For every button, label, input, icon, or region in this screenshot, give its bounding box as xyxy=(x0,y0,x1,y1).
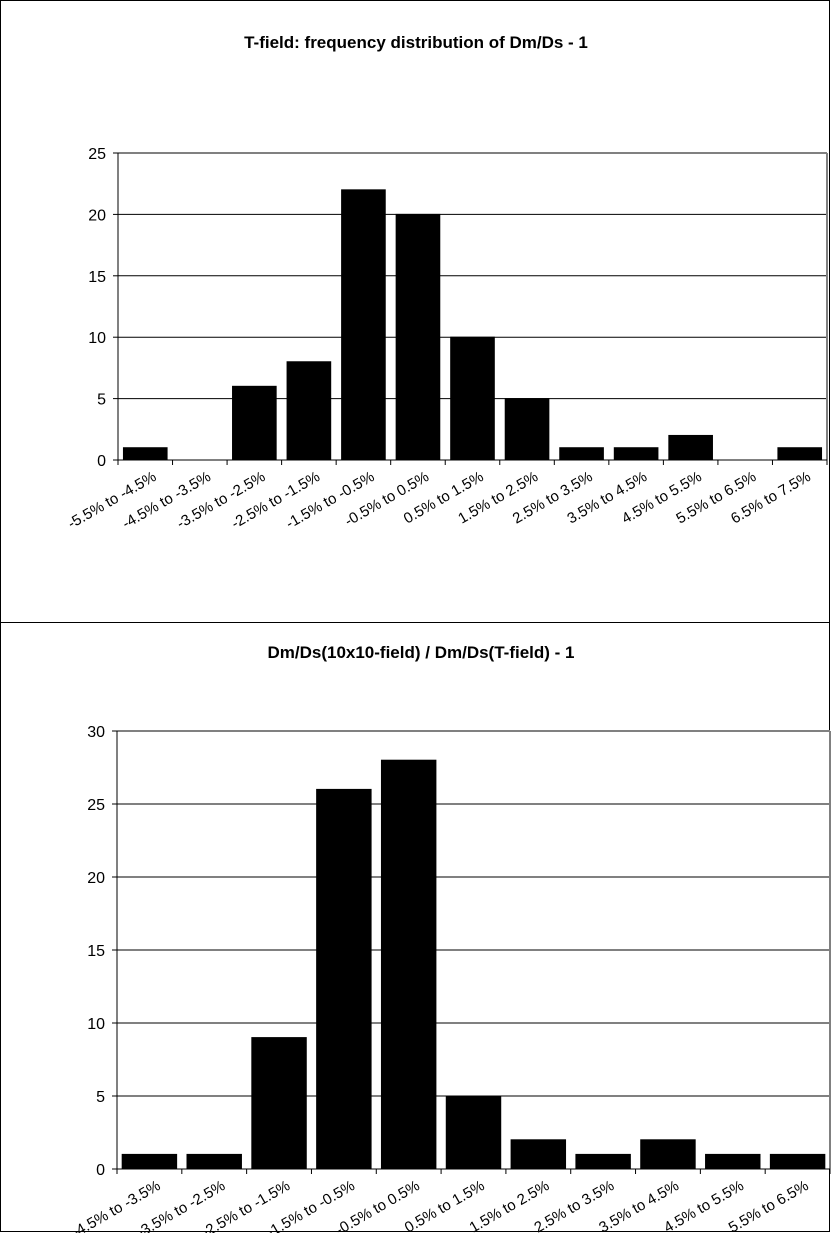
bar xyxy=(122,447,168,461)
y-tick-label: 15 xyxy=(88,269,106,286)
chart-panel-bottom: Dm/Ds(10x10-field) / Dm/Ds(T-field) - 1 … xyxy=(0,622,831,1233)
y-tick-label: 10 xyxy=(88,330,106,347)
bar xyxy=(286,361,332,461)
y-tick-label: 0 xyxy=(96,1162,105,1179)
bar xyxy=(613,447,659,461)
bar xyxy=(504,398,550,461)
y-tick-label: 5 xyxy=(96,1089,105,1106)
x-category-label: -5.5% to -4.5% xyxy=(65,468,159,532)
chart-title: T-field: frequency distribution of Dm/Ds… xyxy=(244,33,588,52)
y-tick-label: 30 xyxy=(87,724,105,741)
y-tick-label: 25 xyxy=(88,146,106,163)
y-tick-label: 20 xyxy=(87,870,105,887)
y-tick-label: 25 xyxy=(87,797,105,814)
bar xyxy=(121,1153,178,1170)
bar xyxy=(380,759,437,1170)
bar xyxy=(341,189,386,461)
bar xyxy=(777,447,823,461)
bar xyxy=(559,447,604,461)
bar xyxy=(668,434,713,461)
bar xyxy=(395,213,441,461)
chart-title: Dm/Ds(10x10-field) / Dm/Ds(T-field) - 1 xyxy=(267,643,574,662)
bar xyxy=(705,1153,761,1170)
histogram-chart-top: T-field: frequency distribution of Dm/Ds… xyxy=(65,33,828,532)
bar xyxy=(316,788,372,1170)
bar xyxy=(251,1037,307,1170)
y-tick-label: 0 xyxy=(97,453,106,470)
bar xyxy=(186,1153,242,1170)
bar xyxy=(769,1153,826,1170)
bar xyxy=(232,385,277,461)
y-tick-label: 10 xyxy=(87,1016,105,1033)
chart-panel-top: T-field: frequency distribution of Dm/Ds… xyxy=(0,0,830,623)
y-tick-label: 20 xyxy=(88,207,106,224)
bar xyxy=(445,1095,502,1170)
bar xyxy=(575,1153,631,1170)
histogram-chart-bottom: Dm/Ds(10x10-field) / Dm/Ds(T-field) - 1 … xyxy=(69,643,831,1233)
y-tick-label: 15 xyxy=(87,943,105,960)
bar xyxy=(450,336,495,461)
y-tick-label: 5 xyxy=(97,392,106,409)
bar xyxy=(510,1139,567,1170)
bar xyxy=(640,1139,696,1170)
